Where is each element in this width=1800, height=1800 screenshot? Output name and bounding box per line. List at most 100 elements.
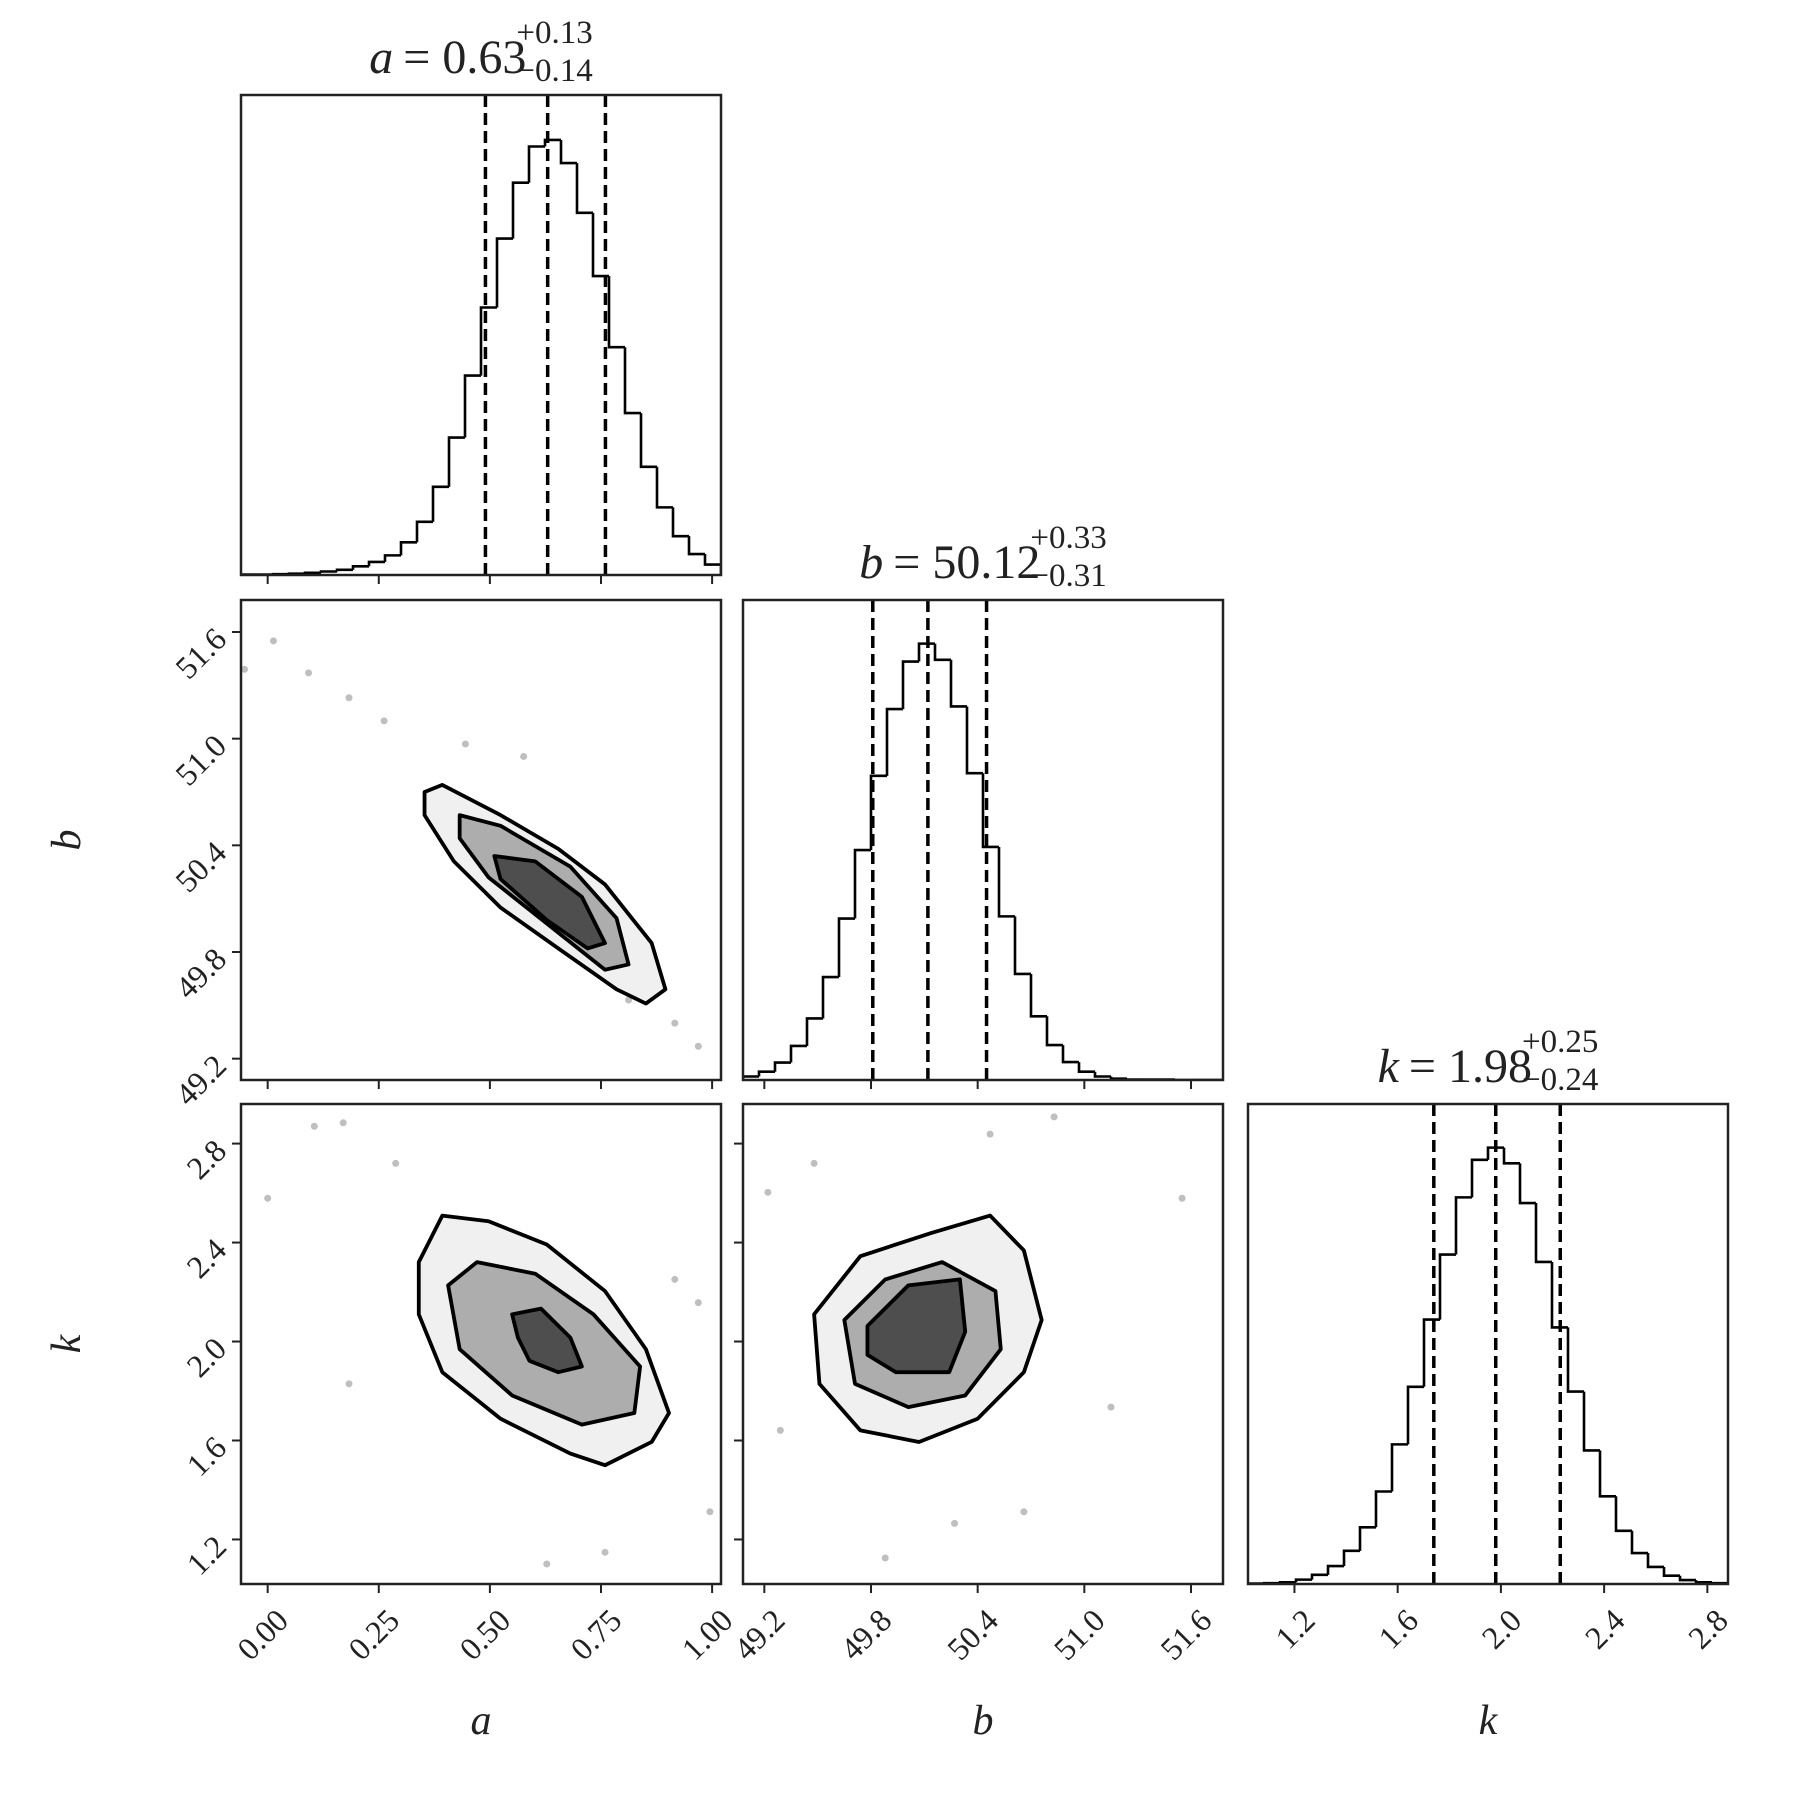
title-lower: −0.31 <box>1030 558 1106 594</box>
sample-point <box>543 1560 551 1568</box>
histogram-step <box>591 212 609 278</box>
contour-line <box>865 1277 968 1375</box>
histogram-step <box>1326 1564 1344 1575</box>
sample-point <box>269 637 277 645</box>
histogram-step <box>1486 1146 1504 1160</box>
histogram-step <box>559 139 577 165</box>
y-tick-label: 2.4 <box>179 1231 233 1285</box>
x-axis-label: b <box>973 1698 994 1744</box>
title-upper: +0.25 <box>1522 1024 1598 1060</box>
histogram-step <box>1630 1530 1648 1555</box>
title-value: = 50.12 <box>893 536 1040 589</box>
y-tick-label: 50.4 <box>168 834 233 899</box>
histogram-step <box>933 643 951 662</box>
sample-point <box>986 1130 994 1138</box>
histogram-step <box>757 1070 775 1077</box>
histogram-step <box>703 554 721 575</box>
x-tick-label: 1.2 <box>1268 1602 1322 1656</box>
x-tick-label: 0.50 <box>452 1602 517 1667</box>
histogram-step <box>869 774 887 851</box>
panel-title: k = 1.98 <box>1378 1040 1532 1093</box>
sample-point <box>1020 1508 1028 1516</box>
histogram-step <box>1438 1253 1456 1320</box>
panel-frame <box>1246 1102 1730 1586</box>
sample-point <box>1178 1194 1186 1202</box>
histogram-step <box>1662 1566 1680 1578</box>
panel: b = 50.12+0.33−0.31 <box>741 520 1225 1089</box>
y-tick-label: 49.2 <box>168 1047 233 1112</box>
y-tick-label: 51.0 <box>168 727 233 792</box>
sample-point <box>694 1299 702 1307</box>
histogram-step <box>383 554 401 562</box>
histogram-step <box>399 540 417 556</box>
sample-point <box>671 1275 679 1283</box>
contour-line <box>492 854 607 951</box>
panel: 0.00 0.25 0.50 0.75 1.00 1.2 1.6 2.0 2.4 2.8 a k <box>44 1102 739 1744</box>
histogram-step <box>1614 1496 1632 1533</box>
histogram-step <box>575 163 593 215</box>
histogram-step <box>1694 1580 1712 1584</box>
plot-area <box>1248 1104 1728 1584</box>
histogram-step <box>511 181 529 239</box>
y-tick-label: 51.6 <box>168 621 233 686</box>
histogram-step <box>1342 1549 1360 1567</box>
sample-point <box>601 1548 609 1556</box>
histogram-step <box>415 520 433 543</box>
histogram-step <box>1358 1525 1376 1551</box>
sample-point <box>345 694 353 702</box>
sample-point <box>694 1042 702 1050</box>
histogram-step <box>527 145 545 183</box>
sample-point <box>241 665 249 673</box>
histogram-step <box>1093 1071 1111 1078</box>
sample-point <box>305 669 313 677</box>
x-axis-label: k <box>1479 1698 1499 1744</box>
histogram-step <box>1013 916 1031 976</box>
title-value: = 1.98 <box>1409 1040 1532 1093</box>
panel-frame <box>741 598 1225 1082</box>
histogram-step <box>319 570 337 573</box>
histogram-step <box>1534 1203 1552 1264</box>
panel: k = 1.98+0.25−0.241.2 1.6 2.0 2.4 2.8k <box>1246 1024 1735 1744</box>
sample-point <box>310 1122 318 1130</box>
histogram-step <box>1061 1045 1079 1064</box>
histogram-step <box>1390 1443 1408 1492</box>
histogram-step <box>1310 1573 1328 1580</box>
panel: 49.2 49.8 50.4 51.0 51.6 b <box>727 1102 1225 1744</box>
plot-area <box>241 95 721 575</box>
histogram-step <box>1294 1578 1312 1583</box>
panel-frame <box>741 1102 1225 1586</box>
histogram-step <box>1045 1016 1063 1047</box>
panel-frame <box>239 598 723 1082</box>
histogram-step <box>949 659 967 708</box>
histogram-step <box>981 773 999 849</box>
panel-frame <box>239 1102 723 1586</box>
histogram-step <box>623 347 641 415</box>
sample-point <box>1050 1113 1058 1121</box>
sample-point <box>625 996 633 1004</box>
panel-frame <box>239 93 723 577</box>
title-symbol: k <box>1378 1040 1401 1093</box>
histogram-step <box>853 848 871 919</box>
sample-point <box>392 1159 400 1167</box>
x-tick-label: 50.4 <box>940 1602 1005 1667</box>
histogram-step <box>463 374 481 438</box>
histogram-step <box>335 568 353 572</box>
histogram-step <box>431 485 449 522</box>
histogram-step <box>607 276 625 349</box>
histogram-step <box>1406 1385 1424 1445</box>
panel: 49.2 49.8 50.4 51.0 51.6 b <box>44 598 723 1112</box>
sample-point <box>1107 1403 1115 1411</box>
y-tick-label: 1.6 <box>179 1429 233 1483</box>
histogram-step <box>805 1017 823 1046</box>
x-tick-label: 0.75 <box>563 1602 628 1667</box>
y-tick-label: 2.8 <box>179 1132 233 1186</box>
histogram-step <box>1029 973 1047 1018</box>
y-axis-label: k <box>44 1333 90 1353</box>
x-axis-label: a <box>471 1698 492 1744</box>
histogram-step <box>639 413 657 469</box>
x-tick-label: 51.6 <box>1153 1602 1218 1667</box>
histogram-step <box>1566 1327 1584 1393</box>
histogram-step <box>1582 1391 1600 1452</box>
plot-area <box>241 637 702 1050</box>
